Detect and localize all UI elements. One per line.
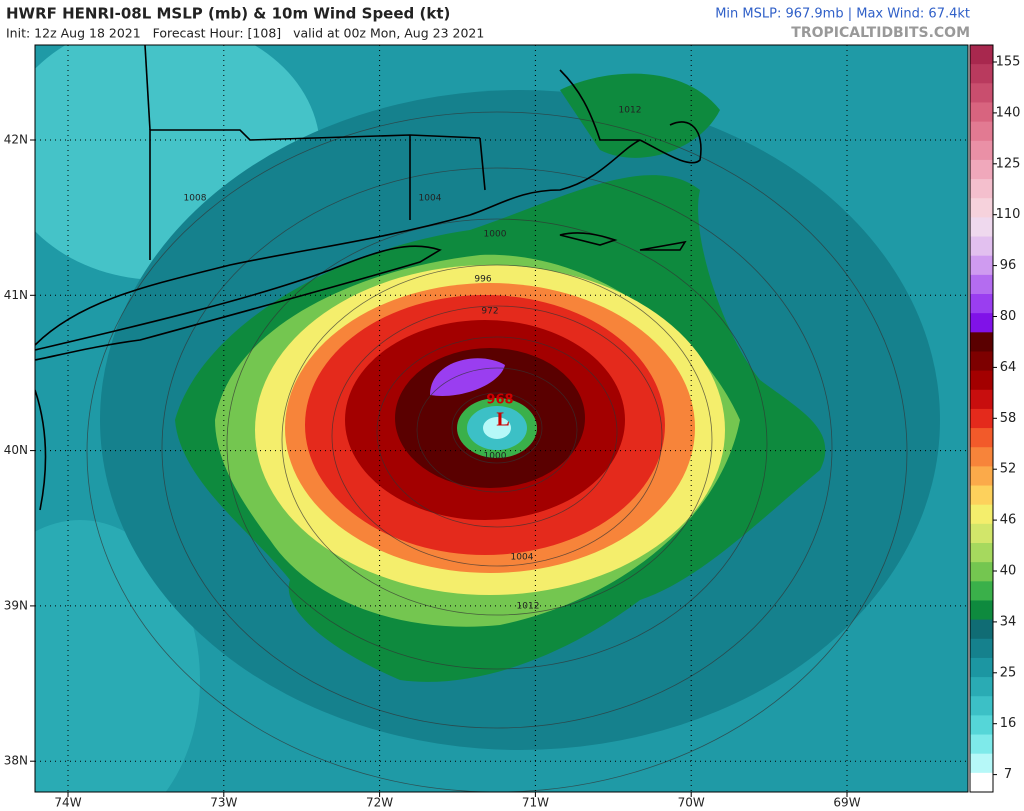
colorbar-swatch bbox=[970, 236, 993, 257]
lon-label: 70W bbox=[678, 796, 705, 810]
map-frame bbox=[34, 44, 969, 793]
isobar-label: 1000 bbox=[484, 230, 507, 240]
colorbar-swatch bbox=[970, 198, 993, 218]
lon-label: 73W bbox=[210, 796, 237, 810]
lon-label: 72W bbox=[366, 796, 393, 810]
colorbar-swatch bbox=[970, 217, 993, 238]
colorbar-swatch bbox=[970, 408, 993, 429]
source: TROPICALTIDBITS.COM bbox=[791, 25, 970, 41]
colorbar-swatch bbox=[970, 121, 993, 142]
colorbar-swatch bbox=[970, 600, 993, 621]
colorbar-swatch bbox=[970, 619, 993, 640]
colorbar-swatch bbox=[970, 389, 993, 410]
colorbar-label: 125 bbox=[996, 156, 1021, 171]
colorbar-swatch bbox=[970, 734, 993, 755]
colorbar-label: 96 bbox=[1000, 258, 1017, 273]
center-pressure: 968 bbox=[486, 393, 513, 408]
colorbar-swatch bbox=[970, 753, 993, 774]
colorbar-swatch bbox=[970, 523, 993, 544]
colorbar-swatch bbox=[970, 102, 993, 123]
colorbar-swatch bbox=[970, 179, 993, 199]
isobar-label: 1004 bbox=[419, 194, 442, 204]
colorbar-label: 40 bbox=[1000, 564, 1017, 579]
colorbar-swatch bbox=[970, 543, 993, 563]
lat-label: 39N bbox=[4, 598, 28, 612]
lon-label: 74W bbox=[54, 796, 81, 810]
title: HWRF HENRI-08L MSLP (mb) & 10m Wind Spee… bbox=[6, 5, 450, 23]
subtitle: Init: 12z Aug 18 2021 Forecast Hour: [10… bbox=[6, 26, 484, 41]
isobars bbox=[86, 111, 908, 792]
colorbar-swatch bbox=[970, 485, 993, 506]
colorbar-swatch bbox=[970, 715, 993, 736]
colorbar-swatch bbox=[970, 159, 993, 180]
lat-label: 38N bbox=[4, 754, 28, 768]
colorbar-swatch bbox=[970, 313, 993, 333]
wind-field bbox=[560, 73, 720, 158]
colorbar-swatch bbox=[970, 45, 993, 65]
colorbar-label: 16 bbox=[1000, 716, 1017, 731]
colorbar-swatch bbox=[970, 140, 993, 161]
colorbar-swatch bbox=[970, 274, 993, 295]
eye-center bbox=[483, 417, 511, 439]
lat-label: 42N bbox=[4, 133, 28, 147]
stats: Min MSLP: 967.9mb | Max Wind: 67.4kt bbox=[715, 7, 970, 22]
colorbar-swatch bbox=[970, 294, 993, 314]
lat-label: 40N bbox=[4, 443, 28, 457]
low-symbol: L bbox=[496, 409, 509, 431]
colorbar-label: 34 bbox=[1000, 614, 1017, 629]
colorbar-swatch bbox=[970, 466, 993, 487]
colorbar-label: 80 bbox=[1000, 309, 1017, 324]
isobar-label: 1008 bbox=[184, 194, 207, 204]
colorbar-label: 110 bbox=[996, 207, 1021, 222]
colorbar-swatch bbox=[970, 638, 993, 659]
colorbar-label: 46 bbox=[1000, 513, 1017, 528]
colorbar-label: 7 bbox=[1004, 767, 1012, 782]
colorbar-swatch bbox=[970, 351, 993, 372]
colorbar-swatch bbox=[970, 562, 993, 582]
colorbar-swatch bbox=[970, 696, 993, 716]
colorbar-label: 140 bbox=[996, 105, 1021, 120]
lon-label: 69W bbox=[833, 796, 860, 810]
colorbar-label: 155 bbox=[996, 55, 1021, 70]
colorbar-label: 58 bbox=[1000, 411, 1017, 426]
isobar-label: 996 bbox=[474, 275, 491, 285]
map-area: 968 L 1012 1008 1004 1000 996 972 1000 1004 1012 bbox=[35, 45, 968, 792]
colorbar-swatch bbox=[970, 332, 993, 352]
isobar-label: 1012 bbox=[619, 106, 642, 116]
lat-label: 41N bbox=[4, 288, 28, 302]
isobar-label: 1012 bbox=[517, 602, 540, 612]
colorbar-swatch bbox=[970, 428, 993, 448]
colorbar-swatch bbox=[970, 370, 993, 391]
colorbar-swatch bbox=[970, 581, 993, 601]
colorbar-swatch bbox=[970, 447, 993, 467]
colorbar-swatch bbox=[970, 255, 993, 276]
colorbar-label: 64 bbox=[1000, 360, 1017, 375]
colorbar-swatch bbox=[970, 677, 993, 697]
colorbar-swatch bbox=[970, 83, 993, 103]
colorbar-label: 25 bbox=[1000, 665, 1017, 680]
isobar-label: 972 bbox=[481, 307, 498, 317]
isobar-label: 1004 bbox=[511, 553, 534, 563]
colorbar-swatch bbox=[970, 504, 993, 525]
colorbar-label: 52 bbox=[1000, 462, 1017, 477]
isobar-label: 1000 bbox=[484, 452, 507, 462]
colorbar-swatch bbox=[970, 772, 993, 793]
wind-max bbox=[430, 358, 505, 396]
colorbar-swatch bbox=[970, 657, 993, 678]
lon-label: 71W bbox=[522, 796, 549, 810]
colorbar-swatch bbox=[970, 64, 993, 84]
